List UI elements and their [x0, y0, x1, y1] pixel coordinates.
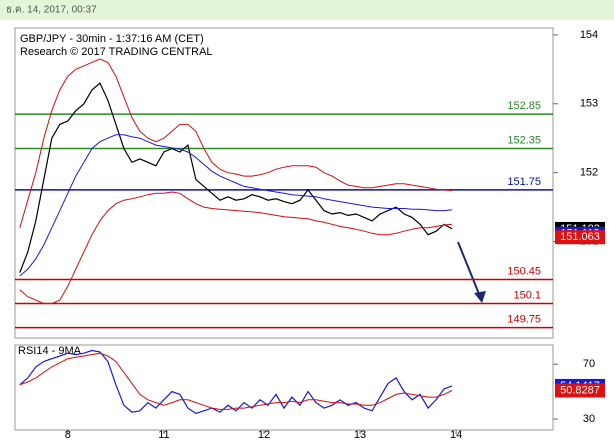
x-tick-label: 8	[65, 429, 71, 440]
series-line	[19, 349, 453, 415]
value-tag-label: 151.063	[560, 231, 600, 243]
level-label: 152.35	[507, 134, 541, 146]
x-tick-label: 13	[354, 429, 366, 440]
value-tag	[555, 230, 605, 245]
series-line	[19, 352, 453, 410]
arrow	[457, 241, 486, 303]
date: ธ.ค. 14, 2017, 00:37	[6, 5, 97, 16]
rsi-title: RSI14 - 9MA	[18, 345, 82, 357]
level-label: 149.75	[507, 314, 541, 326]
chart-subtitle: Research © 2017 TRADING CENTRAL	[20, 46, 213, 58]
value-tag-label: 50.8287	[560, 384, 600, 396]
y-tick-label: 30	[583, 413, 595, 425]
series-line	[19, 134, 453, 277]
value-tag	[555, 383, 605, 398]
rsi-panel	[14, 344, 554, 431]
level-label: 152.85	[507, 100, 541, 112]
x-tick-label: 14	[450, 429, 462, 440]
level-label: 150.1	[513, 289, 541, 301]
series-line	[19, 58, 453, 228]
top-bar	[0, 0, 614, 20]
price-panel	[14, 27, 554, 339]
y-tick-label: 152	[580, 167, 598, 179]
x-tick-label: 12	[258, 429, 270, 440]
y-tick-label: 153	[580, 98, 598, 110]
series-line	[19, 191, 453, 305]
level-label: 151.75	[507, 176, 541, 188]
y-tick-label: 154	[580, 29, 598, 41]
series-line	[19, 82, 453, 273]
x-tick-label: 11	[158, 429, 169, 440]
y-tick-label: 70	[583, 358, 595, 370]
chart-title: GBP/JPY - 30min - 1:37:16 AM (CET)	[20, 33, 204, 45]
level-label: 150.45	[507, 265, 541, 277]
